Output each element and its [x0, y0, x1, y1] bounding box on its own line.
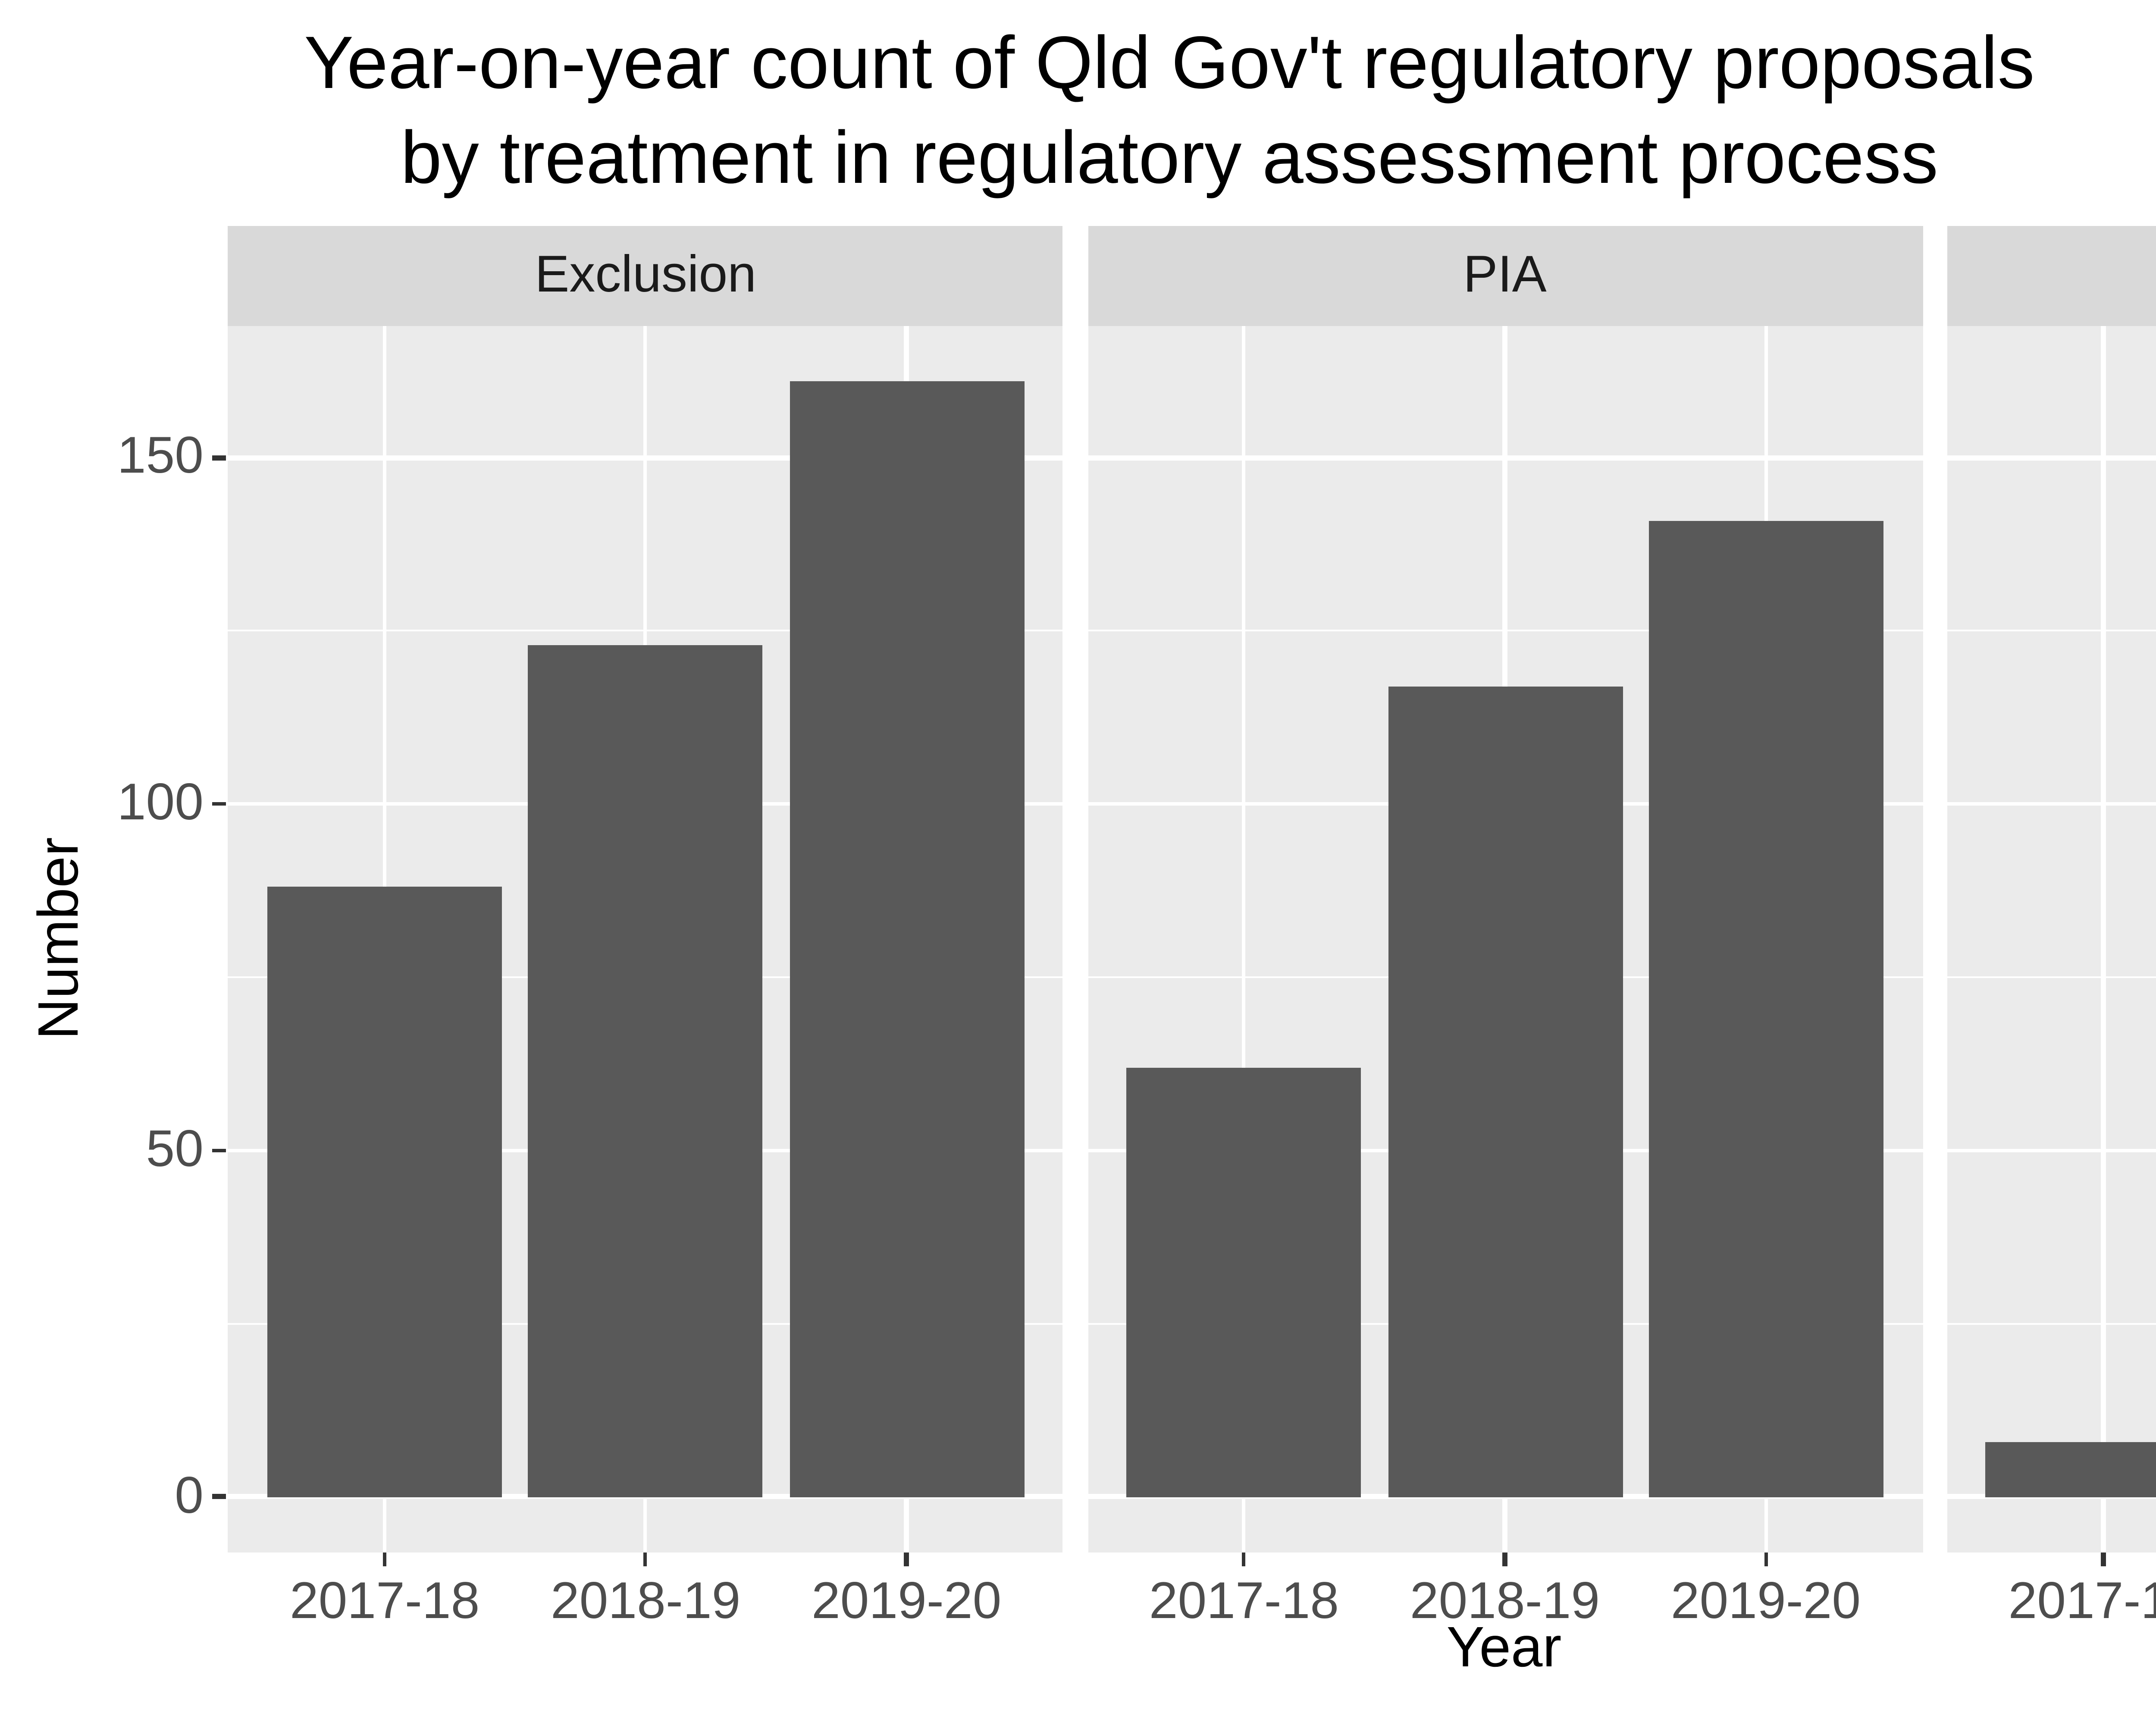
x-tick-mark	[643, 1552, 648, 1566]
gridline-minor-h	[1946, 976, 2156, 979]
x-tick-label: 2018-19	[550, 1573, 741, 1630]
x-tick-mark	[904, 1552, 909, 1566]
facet-panel	[1087, 326, 1922, 1552]
chart-title-line2: by treatment in regulatory assessment pr…	[401, 117, 1938, 200]
facet-strip-label: Exclusion	[535, 247, 756, 304]
bar	[1388, 686, 1622, 1497]
bar	[1986, 1441, 2156, 1497]
x-tick-mark	[2101, 1552, 2106, 1566]
y-tick-mark	[212, 1494, 227, 1499]
x-axis-title: Year	[1446, 1615, 1562, 1678]
bar	[1127, 1067, 1361, 1497]
y-tick-label: 0	[175, 1467, 204, 1524]
gridline-minor-h	[1946, 630, 2156, 632]
facet-strip: Exclusion	[228, 226, 1063, 326]
gridline-major-h	[1946, 456, 2156, 460]
facet-strip: PIA	[1087, 226, 1922, 326]
x-tick-label: 2017-18	[2008, 1573, 2156, 1630]
y-tick-label: 50	[146, 1121, 204, 1178]
x-tick-mark	[1242, 1552, 1246, 1566]
chart-title: Year-on-year count of Qld Gov't regulato…	[238, 17, 2101, 207]
x-tick-label: 2017-18	[289, 1573, 480, 1630]
gridline-major-h	[1946, 802, 2156, 806]
facet-panel	[1946, 326, 2156, 1552]
y-tick-mark	[212, 802, 227, 806]
x-tick-label: 2019-20	[811, 1573, 1002, 1630]
gridline-minor-h	[1946, 1322, 2156, 1325]
y-tick-mark	[212, 1148, 227, 1153]
x-tick-label: 2018-19	[1410, 1573, 1600, 1630]
facet-strip-label: PIA	[1463, 247, 1547, 304]
x-tick-mark	[382, 1552, 387, 1566]
x-tick-mark	[1503, 1552, 1507, 1566]
gridline-major-v	[1242, 326, 1246, 1552]
x-tick-label: 2017-18	[1149, 1573, 1339, 1630]
bar	[267, 887, 502, 1497]
x-tick-label: 2019-20	[1670, 1573, 1861, 1630]
facet-panel	[228, 326, 1063, 1552]
gridline-major-v	[2101, 326, 2106, 1552]
y-tick-mark	[212, 456, 227, 460]
chart-title-line1: Year-on-year count of Qld Gov't regulato…	[304, 22, 2035, 105]
bar	[1648, 520, 1883, 1497]
x-tick-mark	[1764, 1552, 1768, 1566]
gridline-major-h	[1946, 1148, 2156, 1153]
bar	[789, 382, 1024, 1497]
y-tick-label: 100	[117, 775, 204, 832]
facet-strip: RIS/PIR	[1946, 226, 2156, 326]
y-tick-label: 150	[117, 428, 204, 486]
bar	[528, 645, 763, 1497]
